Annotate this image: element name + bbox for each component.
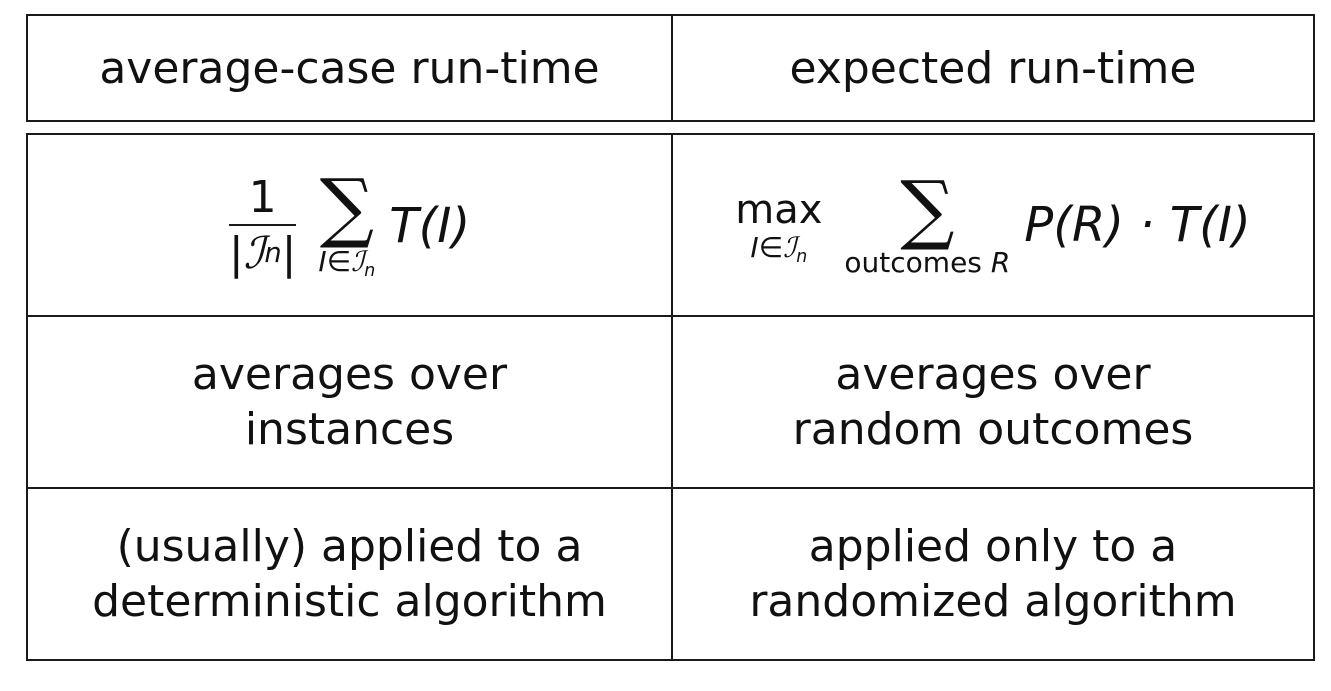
summand: P(R) · T(I): [1024, 197, 1251, 253]
expected-formula: max I∈ℐn ∑ outcomes R P(R) · T(I): [735, 163, 1251, 280]
average-case-formula: 1 | ℐ n | ∑ I∈ℐn T(I): [228, 162, 471, 281]
instance-set-subscript: n: [264, 238, 282, 270]
abs-bar-right: |: [281, 227, 297, 279]
sum-symbol: ∑: [319, 162, 374, 252]
fraction: 1 | ℐ n |: [228, 171, 297, 276]
header-table: average-case run-time expected run-time: [26, 14, 1315, 122]
expected-averaging-cell: averages over random outcomes: [671, 315, 1315, 489]
summation: ∑ I∈ℐn: [318, 162, 376, 281]
fraction-denominator: | ℐ n |: [229, 226, 297, 276]
header-average-case: average-case run-time: [26, 14, 673, 122]
cell-line: instances: [244, 404, 455, 455]
cell-line: deterministic algorithm: [92, 576, 607, 627]
cell-line: random outcomes: [792, 404, 1194, 455]
cell-line: (usually) applied to a: [116, 521, 583, 572]
averaging-row: averages over instances averages over ra…: [26, 315, 1315, 489]
applicability-row: (usually) applied to a deterministic alg…: [26, 487, 1315, 661]
max-operator: max I∈ℐn: [735, 184, 822, 267]
summation-subscript: outcomes R: [844, 246, 1011, 280]
cell-line: applied only to a: [808, 521, 1178, 572]
expected-formula-cell: max I∈ℐn ∑ outcomes R P(R) · T(I): [671, 133, 1315, 317]
expected-applicability-cell: applied only to a randomized algorithm: [671, 487, 1315, 661]
average-case-averaging-cell: averages over instances: [26, 315, 673, 489]
max-subscript: I∈ℐn: [750, 230, 808, 267]
summation-subscript: I∈ℐn: [318, 244, 376, 281]
average-case-applicability-cell: (usually) applied to a deterministic alg…: [26, 487, 673, 661]
header-row: average-case run-time expected run-time: [26, 14, 1315, 122]
fraction-numerator: 1: [248, 171, 277, 223]
cell-line: randomized algorithm: [749, 576, 1237, 627]
max-label: max: [735, 186, 823, 233]
sum-symbol: ∑: [900, 163, 955, 253]
cell-line: averages over: [191, 349, 508, 400]
comparison-table: 1 | ℐ n | ∑ I∈ℐn T(I): [26, 133, 1315, 661]
header-expected: expected run-time: [671, 14, 1315, 122]
abs-bar-left: |: [228, 227, 244, 279]
instance-set-symbol: ℐ: [243, 227, 265, 279]
formula-row: 1 | ℐ n | ∑ I∈ℐn T(I): [26, 133, 1315, 317]
cell-line: averages over: [835, 349, 1151, 400]
fraction-bar: [228, 223, 297, 226]
summand: T(I): [389, 197, 471, 254]
average-case-formula-cell: 1 | ℐ n | ∑ I∈ℐn T(I): [26, 133, 673, 317]
summation: ∑ outcomes R: [844, 163, 1011, 280]
